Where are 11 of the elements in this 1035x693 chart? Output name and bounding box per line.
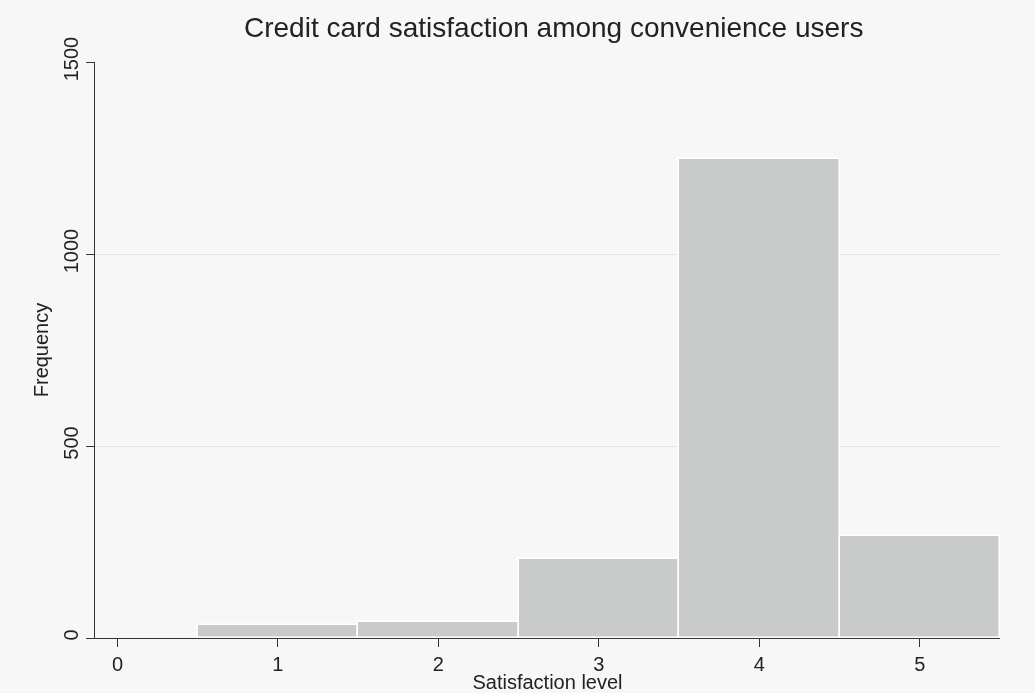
y-tick-label: 1000 xyxy=(60,228,82,274)
chart-title: Credit card satisfaction among convenience users xyxy=(244,11,864,43)
y-axis-title: Frequency xyxy=(29,302,52,398)
x-tick-label: 2 xyxy=(432,653,444,675)
y-tick-label: 500 xyxy=(60,426,82,460)
x-tick-label: 4 xyxy=(753,653,765,675)
x-tick-label: 5 xyxy=(914,653,926,675)
y-tick-label: 0 xyxy=(60,629,82,641)
x-tick-label: 1 xyxy=(272,653,284,675)
y-tick-label: 1500 xyxy=(60,36,82,82)
x-tick-label: 0 xyxy=(111,653,124,675)
